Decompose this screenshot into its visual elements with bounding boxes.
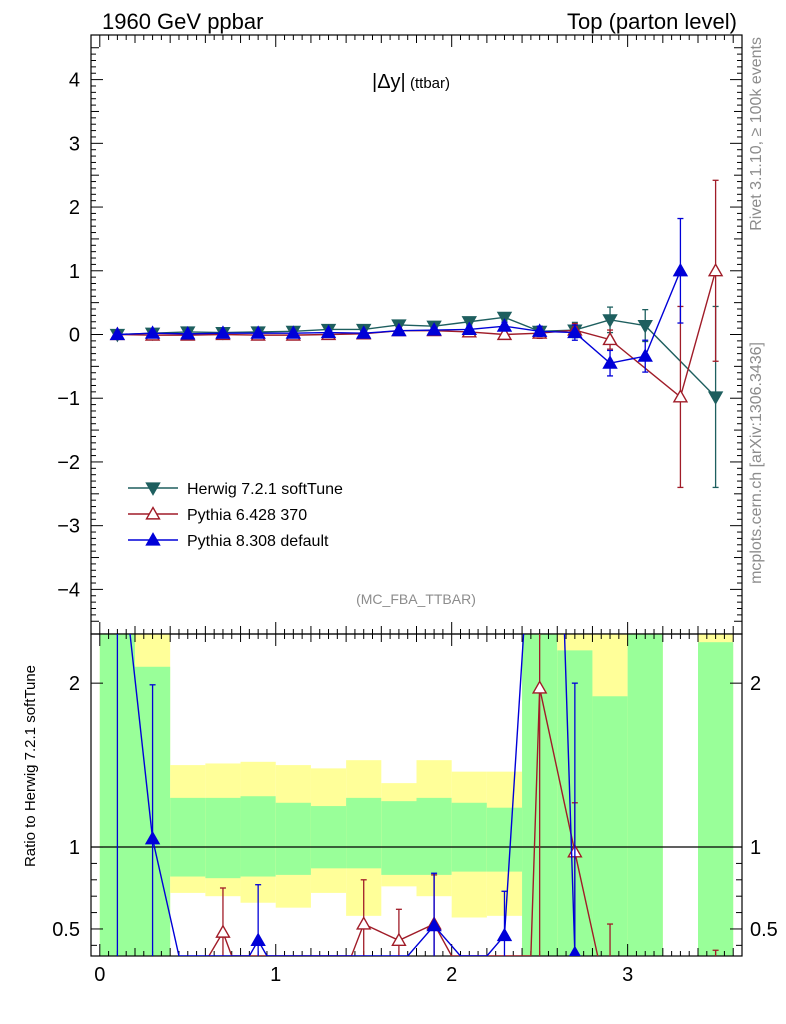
green-band <box>240 796 276 877</box>
uncertainty-bands <box>99 634 734 956</box>
green-band <box>698 642 734 956</box>
ratio-y-tick-label: 1 <box>69 837 80 859</box>
data-point-marker <box>637 320 653 334</box>
data-point-marker <box>496 927 513 942</box>
green-band <box>416 797 452 875</box>
data-point-marker <box>672 389 689 403</box>
y-tick-label: 0 <box>69 325 80 347</box>
ratio-y-tick-label-right: 2 <box>750 673 761 695</box>
data-point-marker <box>215 924 231 938</box>
data-point-marker <box>602 331 618 346</box>
ratio-y-tick-label-right: 0.5 <box>750 919 778 941</box>
plot-title-sub: (ttbar) <box>410 75 450 92</box>
ratio-y-axis-label: Ratio to Herwig 7.2.1 softTune <box>22 665 39 867</box>
data-point-marker <box>391 932 407 947</box>
green-band <box>592 696 628 956</box>
data-point-marker <box>215 325 231 339</box>
y-tick-label: 4 <box>69 70 80 92</box>
data-point-marker <box>568 945 581 956</box>
green-band <box>170 797 206 877</box>
data-point-marker <box>320 324 337 339</box>
x-tick-label: 2 <box>446 964 457 986</box>
series-3 <box>109 217 689 377</box>
x-tick-label: 1 <box>270 964 281 986</box>
data-point-marker <box>356 916 372 930</box>
plot-title: |Δy| <box>372 71 406 93</box>
green-band <box>205 797 241 879</box>
green-band <box>486 807 523 872</box>
data-point-marker <box>356 325 372 339</box>
legend-label: Herwig 7.2.1 softTune <box>187 481 343 498</box>
data-point-marker <box>496 318 513 332</box>
green-band <box>451 802 487 872</box>
green-band <box>310 806 347 869</box>
y-tick-label: −2 <box>57 452 80 474</box>
ratio-y-tick-label: 0.5 <box>52 919 80 941</box>
ratio-panel: 0.5 0.5 1 1 2 2 0 1 2 3 Ratio to Herwig 7.2.1 soft… <box>22 633 778 986</box>
data-point-marker <box>180 325 196 340</box>
ratio-series-2 <box>116 634 581 956</box>
data-point-marker <box>144 325 161 339</box>
legend: Herwig 7.2.1 softTune Pythia 6.428 370 Pyt… <box>128 481 343 550</box>
green-band <box>381 801 417 875</box>
data-point-marker <box>602 355 618 369</box>
y-tick-label: 2 <box>69 197 80 219</box>
data-point-marker <box>145 482 161 496</box>
series-line <box>117 316 717 398</box>
green-band <box>346 797 382 869</box>
data-point-marker <box>145 506 161 520</box>
data-point-marker <box>531 323 548 337</box>
data-point-marker <box>391 322 407 337</box>
data-point-marker <box>496 326 513 341</box>
mcplots-label: mcplots.cern.ch [arXiv:1306.3436] <box>748 342 765 584</box>
main-panel: −4 −3 −2 −1 0 1 2 3 4 |Δy| (ttbar) (MC_FBA_TTBAR) He… <box>57 34 743 635</box>
data-point-marker <box>461 321 477 335</box>
y-tick-label: −1 <box>57 388 80 410</box>
data-point-marker <box>250 932 266 947</box>
data-point-marker <box>531 680 548 694</box>
ratio-y-tick-label-right: 1 <box>750 837 761 859</box>
legend-label: Pythia 8.308 default <box>187 533 329 550</box>
x-tick-label: 3 <box>622 964 633 986</box>
green-band <box>627 634 663 956</box>
ratio-y-tick-label: 2 <box>69 673 80 695</box>
rivet-version-label: Rivet 3.1.10, ≥ 100k events <box>748 37 765 231</box>
data-point-marker <box>250 325 266 339</box>
y-tick-label: −4 <box>57 579 80 601</box>
series-line <box>117 270 682 364</box>
x-tick-label: 0 <box>94 964 105 986</box>
green-band <box>275 802 311 875</box>
header-right: Top (parton level) <box>567 9 737 34</box>
data-point-marker <box>637 348 653 362</box>
data-point-marker <box>707 391 724 405</box>
ratio-series-line <box>208 687 599 956</box>
data-point-marker <box>707 262 724 277</box>
data-point-marker <box>426 322 442 336</box>
data-point-marker <box>602 314 618 328</box>
data-point-marker <box>285 325 302 339</box>
data-point-marker <box>567 324 583 339</box>
analysis-tag: (MC_FBA_TTBAR) <box>356 591 476 607</box>
header-left: 1960 GeV ppbar <box>102 9 263 34</box>
y-tick-label: −3 <box>57 516 80 538</box>
legend-label: Pythia 6.428 370 <box>187 507 307 524</box>
y-tick-label: 3 <box>69 133 80 155</box>
y-tick-label: 1 <box>69 261 80 283</box>
data-point-marker <box>496 311 513 326</box>
data-point-marker <box>144 830 161 845</box>
data-point-marker <box>109 326 126 341</box>
data-point-marker <box>672 262 689 277</box>
data-point-marker <box>145 532 161 546</box>
data-point-marker <box>426 917 442 932</box>
